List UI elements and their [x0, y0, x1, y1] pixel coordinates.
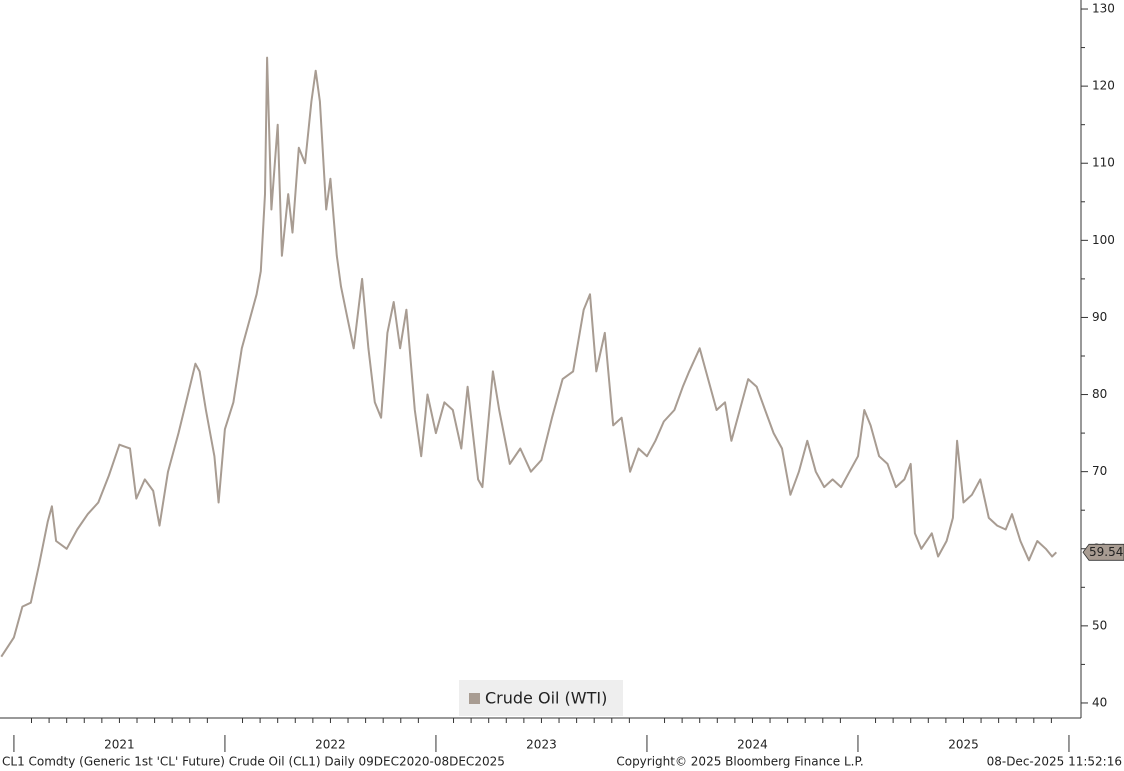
x-tick-label: 2024	[737, 738, 768, 752]
x-tick-label: 2022	[315, 738, 346, 752]
y-tick-label: 90	[1092, 310, 1107, 324]
y-tick-label: 120	[1092, 79, 1115, 93]
y-tick-label: 50	[1092, 618, 1107, 632]
legend-label: Crude Oil (WTI)	[485, 689, 607, 708]
last-value-tag	[1082, 543, 1124, 561]
y-tick-label: 80	[1092, 387, 1107, 401]
footer-source: CL1 Comdty (Generic 1st 'CL' Future) Cru…	[2, 755, 505, 769]
y-tick-label: 70	[1092, 464, 1107, 478]
y-tick-label: 100	[1092, 233, 1115, 247]
y-tick-label: 40	[1092, 695, 1107, 709]
last-value-label: 59.54	[1089, 545, 1123, 559]
y-tick-label: 130	[1092, 2, 1115, 16]
y-tick-label: 110	[1092, 156, 1115, 170]
legend-box	[459, 680, 623, 716]
price-line	[0, 56, 1058, 658]
footer-timestamp: 08-Dec-2025 11:52:16	[987, 755, 1122, 769]
x-tick-label: 2023	[526, 738, 557, 752]
x-tick-label: 2021	[104, 738, 135, 752]
legend-swatch	[469, 693, 480, 704]
footer-copyright: Copyright© 2025 Bloomberg Finance L.P.	[616, 755, 863, 769]
x-tick-label: 2025	[948, 738, 979, 752]
